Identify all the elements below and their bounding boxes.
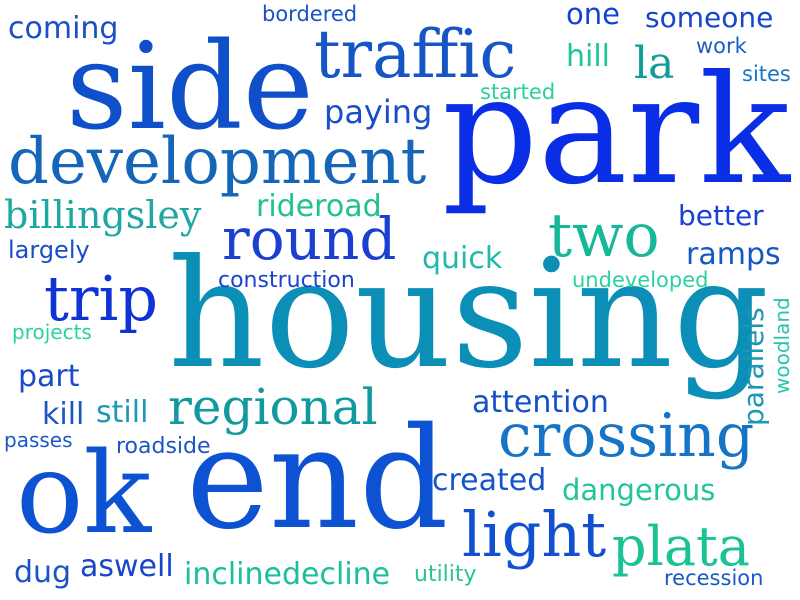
word-passes: passes [4,428,73,452]
word-one: one [566,0,620,31]
word-recession: recession [664,566,764,590]
word-side: side [66,18,314,157]
word-crossing: crossing [498,401,755,471]
word-park: park [442,44,791,218]
word-roadside: roadside [116,434,211,459]
word-round: round [222,205,397,273]
word-someone: someone [645,1,774,34]
word-sites: sites [742,62,791,86]
word-quick: quick [422,241,503,276]
word-attention: attention [472,385,609,420]
word-kill: kill [42,397,85,432]
word-woodland: woodland [770,297,794,394]
word-development: development [8,125,427,199]
word-part: part [18,359,80,394]
word-traffic: traffic [314,16,517,93]
word-hill: hill [566,39,611,74]
word-projects: projects [12,320,92,344]
word-trip: trip [44,262,159,335]
word-aswell: aswell [80,549,174,584]
word-started: started [480,80,556,104]
word-work: work [696,34,747,58]
word-ok: ok [16,429,152,559]
word-plata: plata [612,515,750,578]
word-bordered: bordered [262,2,358,26]
word-created: created [432,463,547,498]
word-light: light [462,498,607,571]
word-end: end [186,398,449,561]
word-dangerous: dangerous [562,473,716,507]
word-two: two [548,201,660,271]
word-coming: coming [8,11,119,46]
word-housing: housing [168,228,770,402]
word-ramps: ramps [686,237,781,272]
word-parallels: parallels [737,307,770,426]
word-better: better [678,199,764,232]
word-paying: paying [324,93,433,131]
word-undeveloped: undeveloped [572,268,709,292]
word-rideroad: rideroad [256,189,382,224]
word-billingsley: billingsley [4,193,202,237]
word-largely: largely [8,236,90,264]
word-inclinedecline: inclinedecline [184,557,391,592]
word-construction: construction [218,268,355,293]
word-la: la [634,38,675,89]
word-utility: utility [414,562,477,587]
word-regional: regional [168,378,378,436]
word-still: still [96,395,149,430]
word-dug: dug [14,555,72,590]
